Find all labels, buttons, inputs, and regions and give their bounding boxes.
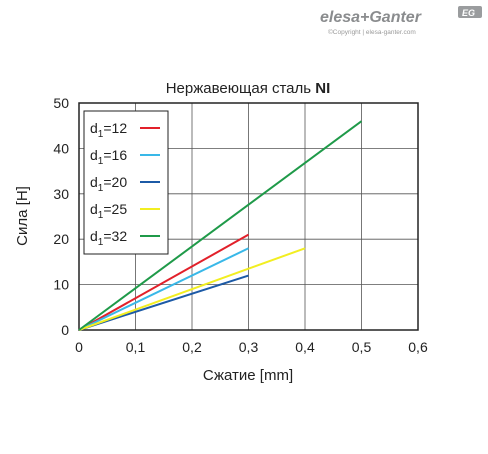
y-tick-label: 30 bbox=[53, 186, 69, 202]
x-tick-label: 0,1 bbox=[126, 339, 146, 355]
y-tick-label: 50 bbox=[53, 95, 69, 111]
y-tick-label: 20 bbox=[53, 231, 69, 247]
x-tick-label: 0,5 bbox=[352, 339, 372, 355]
legend-label: d1=20 bbox=[90, 174, 127, 194]
logo-text-ganter: +Ganter bbox=[360, 9, 422, 26]
y-tick-label: 10 bbox=[53, 277, 69, 293]
x-tick-label: 0 bbox=[75, 339, 83, 355]
y-tick-label: 0 bbox=[61, 322, 69, 338]
x-tick-label: 0,2 bbox=[182, 339, 202, 355]
plot-frame bbox=[78, 102, 419, 331]
series-line-2 bbox=[78, 247, 249, 331]
legend-label: d1=16 bbox=[90, 147, 127, 167]
legend-label: d1=32 bbox=[90, 228, 127, 248]
series-lines bbox=[78, 120, 363, 331]
legend-label: d1=12 bbox=[90, 120, 127, 140]
chart-title-bold: NI bbox=[315, 80, 330, 97]
x-axis-ticks: 0 0,1 0,2 0,3 0,4 0,5 0,6 bbox=[75, 339, 428, 355]
x-tick-label: 0,4 bbox=[295, 339, 315, 355]
y-axis-title: Сила [Н] bbox=[14, 186, 31, 246]
x-tick-label: 0,3 bbox=[239, 339, 259, 355]
series-line-3 bbox=[78, 274, 249, 331]
x-tick-label: 0,6 bbox=[408, 339, 428, 355]
logo-text-elesa: elesa bbox=[320, 9, 360, 26]
elesa-ganter-logo: elesa +Ganter EG ©Copyright | elesa-gant… bbox=[320, 6, 482, 36]
legend: d1=12 d1=16 d1=20 d1=25 d1=32 bbox=[83, 110, 169, 255]
x-axis-title: Сжатие [mm] bbox=[203, 367, 293, 384]
chart-title: Нержавеющая сталь NI bbox=[166, 80, 331, 97]
series-line-4 bbox=[78, 247, 306, 331]
y-axis-ticks: 0 10 20 30 40 50 bbox=[53, 95, 69, 338]
series-line-1 bbox=[78, 233, 249, 331]
y-tick-label: 40 bbox=[53, 140, 69, 156]
copyright-text: ©Copyright | elesa-ganter.com bbox=[328, 28, 416, 36]
series-line-5 bbox=[78, 120, 363, 331]
eg-badge bbox=[458, 6, 482, 18]
legend-label: d1=25 bbox=[90, 201, 127, 221]
chart-title-main: Нержавеющая сталь bbox=[166, 80, 316, 97]
eg-badge-text: EG bbox=[462, 8, 475, 18]
